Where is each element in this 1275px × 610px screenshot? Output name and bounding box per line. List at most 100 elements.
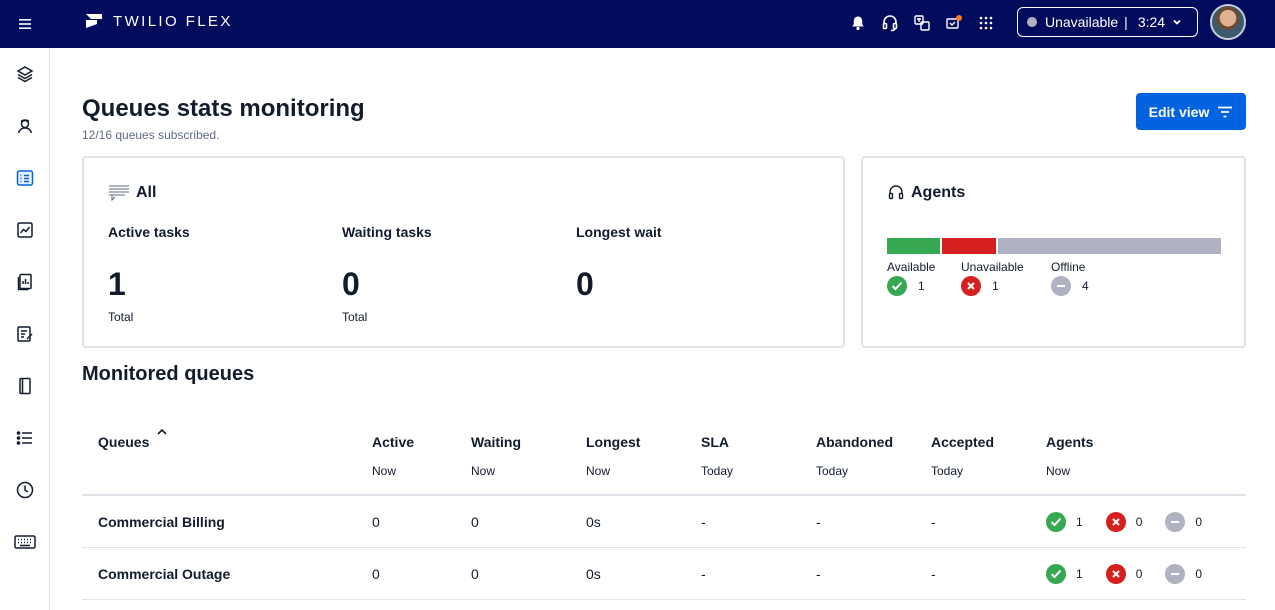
cell-longest: 0s (586, 566, 601, 582)
stat-active-tasks: Active tasks 1 Total (108, 224, 190, 324)
stat-longest-wait: Longest wait 0 (576, 224, 662, 310)
queue-name: Commercial Outage (98, 566, 231, 582)
nav-keyboard-icon[interactable] (13, 530, 37, 554)
table-row[interactable]: Commercial Outage 0 0 0s - - - 1 0 0 (82, 548, 1246, 600)
stat-value: 0 (576, 266, 594, 302)
available-check-icon (1046, 564, 1066, 584)
legend-unavailable: Unavailable 1 (961, 260, 1024, 296)
col-agents[interactable]: Agents (1046, 434, 1094, 450)
edit-view-button[interactable]: Edit view (1136, 93, 1246, 130)
col-waiting-sub: Now (471, 464, 496, 478)
col-accepted-sub: Today (931, 464, 964, 478)
col-agents-sub: Now (1046, 464, 1071, 478)
agents-offline-count: 0 (1195, 515, 1203, 529)
nav-insights-icon[interactable] (13, 218, 37, 242)
legend-count: 4 (1082, 279, 1089, 293)
stat-value: 0 (342, 266, 360, 302)
nav-directory-icon[interactable] (13, 374, 37, 398)
hamburger-menu-icon[interactable] (16, 14, 34, 34)
cell-waiting: 0 (471, 566, 479, 582)
col-queues[interactable]: Queues (98, 428, 167, 450)
offline-minus-icon (1165, 564, 1186, 584)
nav-queues-stats-icon[interactable] (13, 166, 37, 190)
headset-icon[interactable] (879, 12, 901, 34)
agent-status-bar (887, 238, 1221, 254)
monitored-queues-title: Monitored queues (82, 363, 255, 385)
nav-history-icon[interactable] (13, 478, 37, 502)
cell-abandoned: - (816, 514, 821, 530)
cell-accepted: - (931, 514, 936, 530)
cell-longest: 0s (586, 514, 601, 530)
task-alert-icon[interactable] (943, 12, 965, 34)
cell-waiting: 0 (471, 514, 479, 530)
nav-layers-icon[interactable] (13, 62, 37, 86)
agents-offline-count: 0 (1195, 567, 1203, 581)
agents-available-count: 1 (1076, 515, 1083, 529)
stat-waiting-tasks: Waiting tasks 0 Total (342, 224, 432, 324)
main-content: Queues stats monitoring 12/16 queues sub… (50, 48, 1275, 610)
bar-available (887, 238, 940, 254)
col-active[interactable]: Active (372, 434, 415, 450)
unavailable-x-icon (961, 276, 981, 296)
top-bar: TWILIO FLEX Unavailable | 3:24 (0, 0, 1275, 48)
status-timer: 3:24 (1137, 14, 1166, 30)
nav-tasks-icon[interactable] (13, 322, 37, 346)
twilio-logo-icon (86, 14, 102, 28)
apps-grid-icon[interactable] (975, 12, 997, 34)
table-row[interactable]: Commercial Billing 0 0 0s - - - 1 0 0 (82, 496, 1246, 548)
col-waiting[interactable]: Waiting (471, 434, 522, 450)
unavailable-x-icon (1105, 564, 1126, 584)
chat-lines-icon (109, 185, 129, 202)
col-abandoned-sub: Today (816, 464, 849, 478)
legend-available: Available 1 (887, 260, 935, 296)
stat-label: Waiting tasks (342, 224, 432, 240)
offline-minus-icon (1165, 512, 1186, 532)
status-label: Unavailable (1045, 14, 1119, 30)
user-avatar[interactable] (1210, 4, 1246, 40)
sort-ascending-icon[interactable] (156, 428, 168, 436)
col-sla-sub: Today (701, 464, 734, 478)
bar-offline (998, 238, 1221, 254)
legend-label: Offline (1051, 260, 1086, 274)
translate-icon[interactable] (911, 12, 933, 34)
all-card-title: All (136, 184, 157, 201)
agent-status-dropdown[interactable]: Unavailable | 3:24 (1017, 7, 1198, 37)
agents-unavailable-count: 0 (1135, 567, 1143, 581)
agents-card: Agents Available 1 Unavailable 1 Offline (861, 156, 1246, 348)
stat-unit: Total (342, 310, 368, 324)
page-title: Queues stats monitoring (82, 95, 365, 122)
col-sla[interactable]: SLA (701, 434, 729, 450)
legend-label: Unavailable (961, 260, 1024, 274)
agents-card-header: Agents (887, 184, 965, 202)
available-check-icon (887, 276, 907, 296)
cell-active: 0 (372, 566, 380, 582)
cell-sla: - (701, 514, 706, 530)
all-tasks-card: All Active tasks 1 Total Waiting tasks 0… (82, 156, 845, 348)
brand-name: TWILIO FLEX (113, 12, 233, 30)
legend-offline: Offline 4 (1051, 260, 1089, 296)
col-abandoned[interactable]: Abandoned (816, 434, 893, 450)
status-separator: | (1124, 14, 1128, 30)
col-active-sub: Now (372, 464, 397, 478)
side-navigation (0, 48, 50, 610)
all-card-header: All (108, 184, 156, 202)
nav-reports-icon[interactable] (13, 270, 37, 294)
unavailable-x-icon (1105, 512, 1126, 532)
edit-view-label: Edit view (1148, 103, 1210, 120)
cell-agents: 1 0 0 (1046, 512, 1216, 532)
offline-minus-icon (1051, 276, 1071, 296)
stat-label: Active tasks (108, 224, 190, 240)
agents-available-count: 1 (1076, 567, 1083, 581)
agents-card-title: Agents (911, 184, 966, 201)
nav-contacts-icon[interactable] (13, 114, 37, 138)
cell-agents: 1 0 0 (1046, 564, 1216, 584)
nav-list-icon[interactable] (13, 426, 37, 450)
notifications-bell-icon[interactable] (847, 12, 869, 34)
col-accepted[interactable]: Accepted (931, 434, 995, 450)
bar-unavailable (942, 238, 996, 254)
col-label: Queues (98, 434, 150, 450)
col-longest[interactable]: Longest (586, 434, 641, 450)
queue-name: Commercial Billing (98, 514, 225, 530)
cell-active: 0 (372, 514, 380, 530)
stat-label: Longest wait (576, 224, 662, 240)
